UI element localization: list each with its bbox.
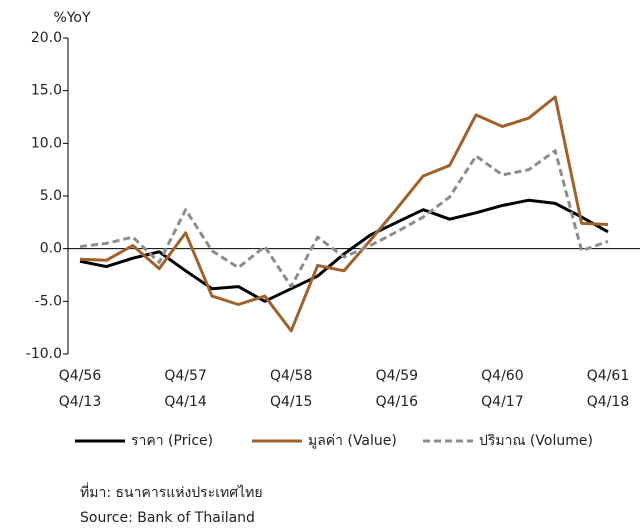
series-line — [79, 198, 609, 303]
x-tick-label: Q4/59 — [376, 368, 418, 384]
legend-label: ปริมาณ (Volume) — [479, 433, 593, 449]
source-thai: ที่มา: ธนาคารแห่งประเทศไทย — [80, 483, 263, 501]
x-tick-label: Q4/58 — [270, 368, 312, 384]
y-tick-label: 15.0 — [31, 83, 62, 99]
legend-label: มูลค่า (Value) — [308, 433, 397, 449]
y-tick-label: -10.0 — [26, 346, 62, 362]
source-english: Source: Bank of Thailand — [80, 510, 255, 526]
y-tick-label: 0.0 — [40, 241, 62, 257]
series-line — [79, 95, 609, 333]
x-tick-label-secondary: Q4/14 — [164, 394, 207, 410]
x-tick-label: Q4/60 — [481, 368, 523, 384]
y-tick-label: 5.0 — [40, 188, 62, 204]
y-tick-label: 20.0 — [31, 30, 62, 46]
legend-label: ราคา (Price) — [131, 433, 213, 449]
x-tick-label-secondary: Q4/16 — [376, 394, 419, 410]
x-tick-label: Q4/56 — [59, 368, 102, 384]
y-axis-label: %YoY — [53, 10, 91, 26]
y-tick-label: -5.0 — [35, 293, 62, 309]
x-tick-label-secondary: Q4/18 — [587, 394, 629, 410]
x-tick-label-secondary: Q4/13 — [59, 394, 101, 410]
series-line — [79, 149, 609, 289]
x-tick-label-secondary: Q4/17 — [481, 394, 523, 410]
x-tick-label: Q4/57 — [164, 368, 206, 384]
x-tick-label-secondary: Q4/15 — [270, 394, 312, 410]
x-tick-label: Q4/61 — [587, 368, 629, 384]
y-tick-label: 10.0 — [31, 135, 62, 151]
